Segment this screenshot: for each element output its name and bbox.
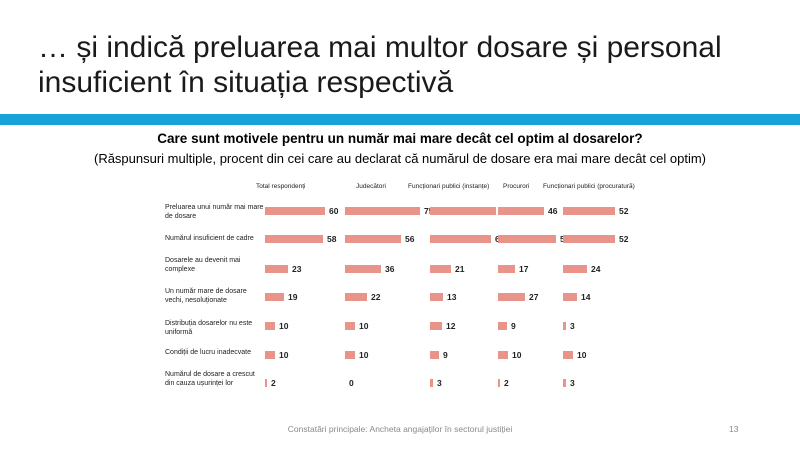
data-label: 52: [619, 206, 629, 216]
row-label: Dosarele au devenit mai complexe: [165, 257, 241, 273]
page-number: 13: [729, 424, 739, 434]
bar: [265, 379, 267, 387]
bar: [563, 322, 566, 330]
data-label: 56: [405, 234, 415, 244]
row-label: Numărul insuficient de cadre: [165, 235, 254, 242]
data-label: 58: [327, 234, 337, 244]
bar: [430, 293, 443, 301]
slide-title: … și indică preluarea mai multor dosare …: [38, 31, 722, 99]
bar: [345, 207, 420, 215]
bar: [265, 235, 323, 243]
row-label: Numărul de dosare a crescut din cauza uș…: [165, 371, 255, 387]
data-label: 10: [512, 350, 522, 360]
bar: [430, 235, 491, 243]
data-label: 2: [271, 378, 276, 388]
data-label: 14: [581, 292, 591, 302]
series-header: Funcționari publici (procuratură): [543, 183, 635, 190]
bar: [498, 322, 507, 330]
bar: [265, 207, 325, 215]
row-label: Distribuția dosarelor nu este uniformă: [165, 320, 253, 336]
bar: [563, 293, 577, 301]
bar: [498, 379, 500, 387]
series-header: Judecători: [356, 183, 386, 190]
series-header: Funcționari publici (instanțe): [408, 183, 490, 190]
bar: [563, 379, 566, 387]
data-label: 23: [292, 264, 302, 274]
bar: [345, 235, 401, 243]
data-label: 9: [511, 321, 516, 331]
data-label: 22: [371, 292, 381, 302]
bar: [430, 207, 496, 215]
data-label: 3: [437, 378, 442, 388]
data-label: 2: [504, 378, 509, 388]
bar: [430, 351, 439, 359]
data-label: 46: [548, 206, 558, 216]
footer-text: Constatări principale: Ancheta angajațil…: [287, 424, 513, 434]
data-label: 3: [570, 321, 575, 331]
data-label: 10: [577, 350, 587, 360]
data-label: 52: [619, 234, 629, 244]
data-label: 0: [349, 378, 354, 388]
bar: [563, 351, 573, 359]
data-label: 10: [279, 350, 289, 360]
series-header: Total respondenți: [256, 183, 306, 190]
bar: [498, 265, 515, 273]
bar: [345, 293, 367, 301]
bar: [345, 265, 381, 273]
bar: [265, 351, 275, 359]
bar: [265, 322, 275, 330]
bar: [498, 351, 508, 359]
bar: [430, 265, 451, 273]
data-label: 10: [359, 350, 369, 360]
survey-question: Care sunt motivele pentru un număr mai m…: [157, 131, 643, 146]
row-label: Condiții de lucru inadecvate: [165, 349, 251, 356]
bar: [430, 379, 433, 387]
bar: [563, 265, 587, 273]
data-label: 3: [570, 378, 575, 388]
bar: [265, 265, 288, 273]
data-label: 10: [359, 321, 369, 331]
survey-subquestion: (Răspunsuri multiple, procent din cei ca…: [93, 151, 706, 166]
bar: [430, 322, 442, 330]
bar: [563, 207, 615, 215]
bar: [498, 207, 544, 215]
data-label: 17: [519, 264, 529, 274]
bar: [498, 293, 525, 301]
data-label: 19: [288, 292, 298, 302]
series-header: Procurori: [503, 183, 530, 190]
data-label: 12: [446, 321, 456, 331]
accent-bar: [0, 114, 800, 125]
data-label: 10: [279, 321, 289, 331]
data-label: 36: [385, 264, 395, 274]
data-label: 60: [329, 206, 339, 216]
bar: [498, 235, 556, 243]
data-label: 27: [529, 292, 539, 302]
data-label: 21: [455, 264, 465, 274]
data-label: 24: [591, 264, 601, 274]
data-label: 75: [424, 206, 434, 216]
bar: [265, 293, 284, 301]
bar: [345, 351, 355, 359]
data-label: 9: [443, 350, 448, 360]
data-label: 13: [447, 292, 457, 302]
row-label: Preluarea unui număr mai mare de dosare: [165, 204, 264, 220]
bar: [563, 235, 615, 243]
row-label: Un număr mare de dosare vechi, nesoluțio…: [165, 288, 247, 304]
bar: [345, 322, 355, 330]
